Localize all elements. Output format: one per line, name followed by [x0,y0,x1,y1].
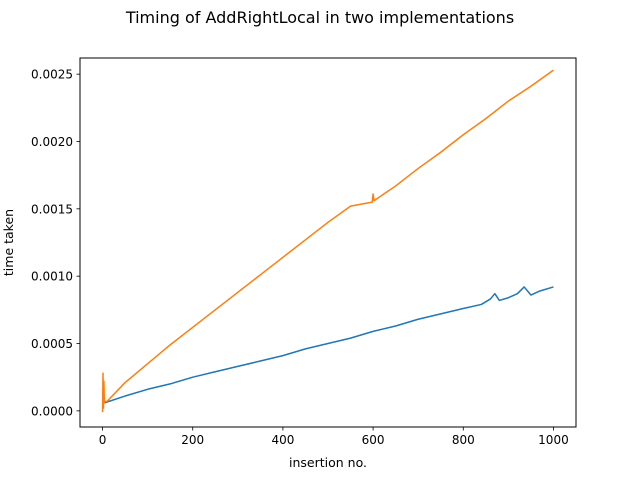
y-tick-label: 0.0010 [31,270,73,284]
y-tick-label: 0.0025 [31,68,73,82]
x-tick-label: 800 [452,433,475,447]
y-tick-label: 0.0015 [31,202,73,216]
y-axis-label: time taken [1,209,16,276]
x-axis: 0 200 400 600 800 1000 [99,427,569,447]
x-tick-label: 0 [99,433,107,447]
x-tick-label: 600 [362,433,385,447]
chart-title: Timing of AddRightLocal in two implement… [125,8,514,27]
series-layer [101,69,554,413]
x-tick-label: 200 [181,433,204,447]
plot-frame [79,57,577,428]
y-tick-label: 0.0005 [31,337,73,351]
x-tick-label: 400 [271,433,294,447]
y-tick-label: 0.0020 [31,135,73,149]
x-tick-label: 1000 [538,433,569,447]
x-axis-label: insertion no. [289,455,367,470]
series-line-2 [101,69,554,413]
y-tick-label: 0.0000 [31,404,73,418]
y-axis: 0.0000 0.0005 0.0010 0.0015 0.0020 0.0025 [31,68,80,418]
series-line-1 [101,286,554,407]
